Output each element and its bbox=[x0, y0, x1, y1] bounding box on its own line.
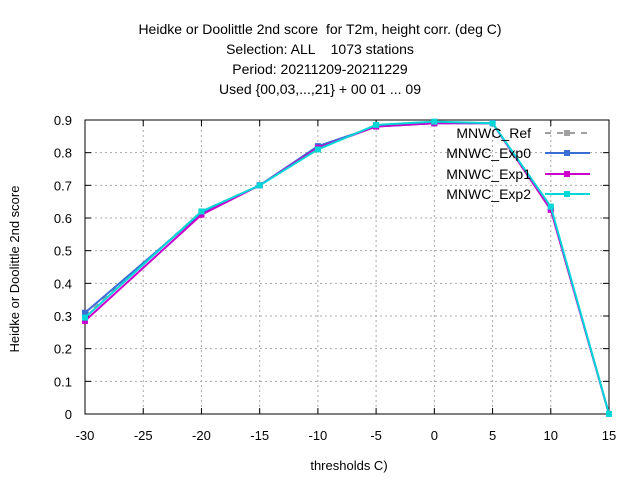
legend-marker bbox=[564, 191, 570, 197]
y-tick-label: 0.7 bbox=[54, 178, 72, 193]
data-point bbox=[547, 203, 554, 210]
y-tick-label: 0.2 bbox=[54, 342, 72, 357]
series-MNWC_Ref bbox=[82, 120, 612, 417]
legend-label: MNWC_Exp0 bbox=[446, 145, 531, 161]
series-MNWC_Exp2 bbox=[82, 118, 612, 417]
x-tick-label: -25 bbox=[134, 428, 153, 443]
data-point bbox=[489, 120, 496, 127]
x-tick-label: 5 bbox=[489, 428, 496, 443]
legend-label: MNWC_Exp1 bbox=[446, 166, 531, 182]
chart-title-line-4: Used {00,03,...,21} + 00 01 ... 09 bbox=[219, 81, 421, 97]
data-point bbox=[256, 182, 263, 189]
y-tick-label: 0.9 bbox=[54, 113, 72, 128]
legend-marker bbox=[564, 171, 570, 177]
chart-title-line-1: Heidke or Doolittle 2nd score for T2m, h… bbox=[138, 21, 502, 37]
data-point bbox=[82, 314, 88, 321]
data-point bbox=[198, 211, 205, 218]
data-point bbox=[198, 208, 205, 215]
series-MNWC_Exp0 bbox=[82, 120, 612, 417]
y-tick-label: 0.8 bbox=[54, 146, 72, 161]
x-tick-label: 0 bbox=[431, 428, 438, 443]
data-point bbox=[314, 146, 321, 153]
x-tick-label: -10 bbox=[308, 428, 327, 443]
y-tick-label: 0.1 bbox=[54, 374, 72, 389]
y-tick-label: 0 bbox=[65, 407, 72, 422]
chart-title-line-3: Period: 20211209-20211229 bbox=[232, 61, 408, 77]
data-point bbox=[82, 309, 88, 316]
x-tick-label: 15 bbox=[602, 428, 616, 443]
x-tick-label: -15 bbox=[250, 428, 269, 443]
x-tick-label: -5 bbox=[370, 428, 382, 443]
chart-title-line-2: Selection: ALL 1073 stations bbox=[226, 41, 414, 57]
data-point bbox=[82, 317, 88, 324]
x-axis-label: thresholds C) bbox=[310, 458, 387, 473]
y-tick-label: 0.4 bbox=[54, 276, 72, 291]
series-MNWC_Exp1 bbox=[82, 120, 612, 417]
y-tick-label: 0.6 bbox=[54, 211, 72, 226]
y-tick-label: 0.5 bbox=[54, 244, 72, 259]
x-tick-label: 10 bbox=[544, 428, 558, 443]
data-point bbox=[606, 411, 612, 417]
x-tick-label: -20 bbox=[192, 428, 211, 443]
y-axis-label: Heidke or Doolittle 2nd score bbox=[7, 186, 22, 353]
legend-marker bbox=[564, 130, 570, 136]
data-point bbox=[373, 121, 380, 128]
legend-label: MNWC_Exp2 bbox=[446, 186, 531, 202]
y-tick-label: 0.3 bbox=[54, 309, 72, 324]
legend-label: MNWC_Ref bbox=[456, 125, 531, 141]
legend-marker bbox=[564, 150, 570, 156]
data-point bbox=[431, 118, 438, 125]
plot-frame bbox=[84, 119, 610, 415]
x-tick-label: -30 bbox=[76, 428, 95, 443]
